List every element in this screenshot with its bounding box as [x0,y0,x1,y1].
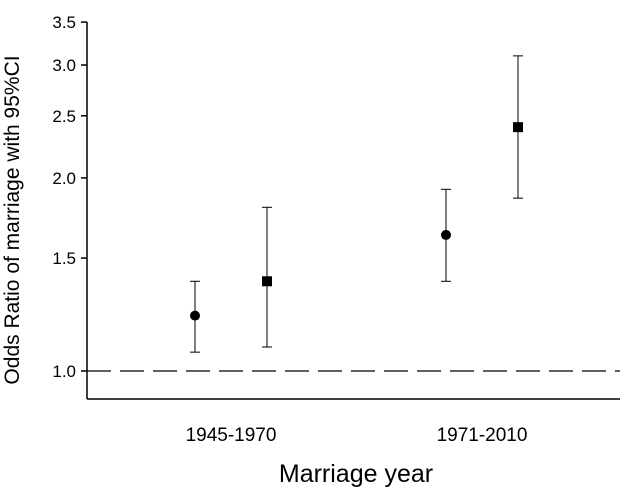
y-tick-label: 2.0 [52,169,76,188]
square-point [262,276,272,287]
y-tick-label: 3.5 [52,13,76,32]
x-axis-label: Marriage year [279,460,433,488]
x-category-label: 1971-2010 [437,425,528,446]
square-point [513,122,523,133]
axes [86,22,620,400]
data-marks [190,55,523,353]
x-category-labels: 1945-1970 1971-2010 [186,425,528,446]
y-ticks: 1.0 1.5 2.0 2.5 3.0 3.5 [52,13,87,381]
y-axis-label: Odds Ratio of marriage with 95%CI [1,55,24,384]
circle-point [441,229,451,240]
y-tick-label: 1.5 [52,249,76,268]
y-tick-label: 1.0 [52,362,76,381]
y-tick-label: 2.5 [52,107,76,126]
y-tick-label: 3.0 [52,56,76,75]
x-category-label: 1945-1970 [186,425,277,446]
circle-point [190,310,200,321]
